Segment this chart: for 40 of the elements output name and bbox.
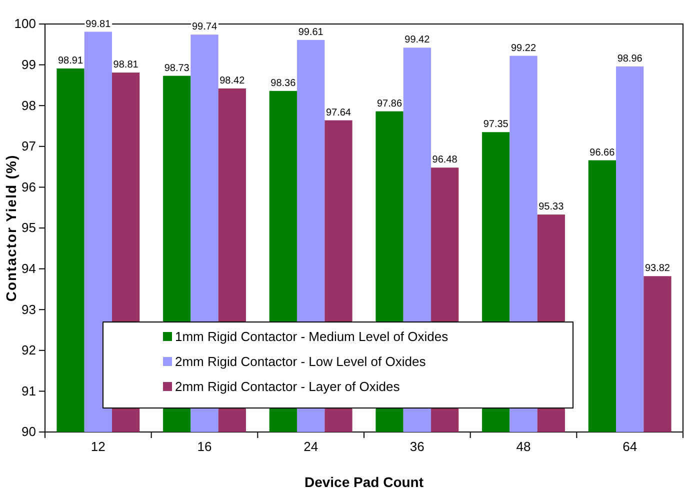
x-tick-label: 48 <box>516 439 531 454</box>
data-label: 98.73 <box>164 62 190 74</box>
data-label: 97.86 <box>377 98 402 110</box>
x-tick-label: 24 <box>304 439 318 454</box>
x-axis-title: Device Pad Count <box>304 474 424 490</box>
y-tick-label: 100 <box>14 16 36 32</box>
y-tick-label: 93 <box>22 302 36 317</box>
y-tick-label: 99 <box>22 56 36 72</box>
y-tick-label: 98 <box>22 98 36 113</box>
data-label: 98.81 <box>113 60 139 71</box>
data-label: 96.48 <box>432 154 458 166</box>
data-label: 99.81 <box>86 18 112 30</box>
data-label: 95.33 <box>538 202 564 213</box>
data-label: 99.22 <box>510 42 536 54</box>
y-axis-title: Contactor Yield (%) <box>3 154 19 302</box>
data-label: 97.35 <box>483 119 509 130</box>
legend-label: 2mm Rigid Contactor - Layer of Oxides <box>175 379 400 394</box>
legend-label: 1mm Rigid Contactor - Medium Level of Oxides <box>175 329 449 344</box>
data-label: 98.96 <box>617 53 643 64</box>
y-tick-label: 90 <box>22 424 36 440</box>
x-tick-label: 36 <box>410 439 424 454</box>
data-label: 98.36 <box>270 78 296 89</box>
y-tick-label: 96 <box>22 179 36 194</box>
data-label: 98.91 <box>58 55 84 66</box>
y-tick-label: 94 <box>22 260 36 276</box>
x-tick-label: 64 <box>622 439 638 454</box>
data-label: 99.61 <box>298 26 324 38</box>
data-label: 99.42 <box>404 34 430 46</box>
x-tick-label: 12 <box>90 439 106 454</box>
y-tick-label: 92 <box>22 342 36 358</box>
y-tick-label: 95 <box>22 220 36 236</box>
data-label: 98.42 <box>220 75 246 86</box>
data-label: 96.66 <box>590 147 616 158</box>
data-label: 99.74 <box>192 22 218 33</box>
y-tick-label: 97 <box>22 138 36 154</box>
y-tick-label: 91 <box>22 383 36 398</box>
data-label: 93.82 <box>644 263 670 274</box>
legend-label: 2mm Rigid Contactor - Low Level of Oxides <box>175 354 426 369</box>
x-tick-label: 16 <box>197 439 212 454</box>
data-label: 97.64 <box>326 107 352 118</box>
